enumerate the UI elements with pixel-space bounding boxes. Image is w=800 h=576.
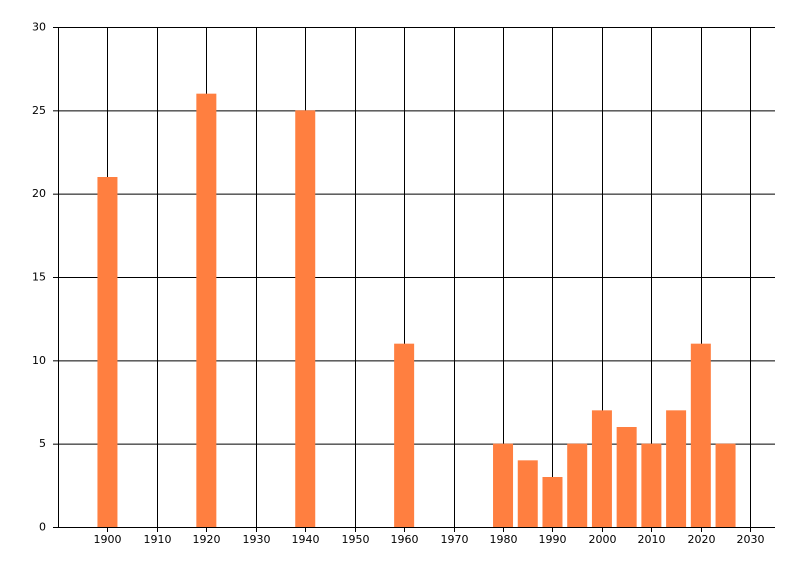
bar xyxy=(295,110,316,527)
y-tick-label: 5 xyxy=(39,437,46,450)
x-tick-label: 1960 xyxy=(391,533,419,546)
bar xyxy=(616,427,637,527)
y-tick-label: 25 xyxy=(32,104,46,117)
x-tick-label: 1970 xyxy=(441,533,469,546)
bar xyxy=(715,443,736,527)
y-tick-label: 20 xyxy=(32,187,46,200)
bar xyxy=(567,443,588,527)
y-tick-label: 0 xyxy=(39,521,46,534)
x-tick-label: 2010 xyxy=(638,533,666,546)
bar xyxy=(517,460,538,527)
x-tick-label: 1990 xyxy=(539,533,567,546)
bar xyxy=(591,410,612,527)
x-tick-label: 2030 xyxy=(737,533,765,546)
bar xyxy=(196,93,217,528)
bar xyxy=(394,343,415,527)
x-tick-label: 1980 xyxy=(490,533,518,546)
bar xyxy=(690,343,711,527)
bar xyxy=(97,177,118,527)
bar xyxy=(493,443,514,527)
x-tick-label: 1900 xyxy=(94,533,122,546)
y-tick-label: 15 xyxy=(32,271,46,284)
x-tick-label: 1920 xyxy=(193,533,221,546)
bar xyxy=(542,477,563,527)
x-tick-label: 1950 xyxy=(342,533,370,546)
y-tick-label: 30 xyxy=(32,21,46,34)
x-tick-label: 1910 xyxy=(144,533,172,546)
x-tick-label: 2020 xyxy=(688,533,716,546)
x-tick-label: 1940 xyxy=(292,533,320,546)
bar xyxy=(666,410,687,527)
y-tick-label: 10 xyxy=(32,354,46,367)
bar xyxy=(641,443,662,527)
x-tick-label: 2000 xyxy=(589,533,617,546)
x-tick-label: 1930 xyxy=(243,533,271,546)
